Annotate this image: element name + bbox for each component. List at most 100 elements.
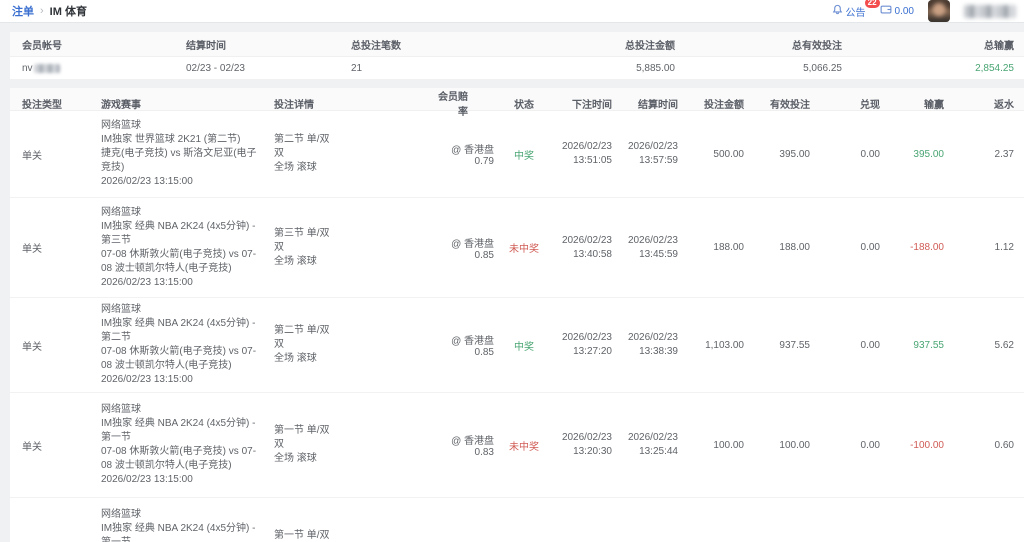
top-bar-actions: 公告 22 0.00: [832, 0, 1016, 22]
bet-time-cell: 2026/02/23 13:40:58: [550, 234, 616, 262]
status-badge: 未中奖: [509, 441, 539, 453]
announcement-badge: 22: [864, 0, 880, 8]
game-sport: 网络篮球: [101, 304, 141, 315]
detail-selection: 双: [274, 339, 284, 350]
game-sport: 网络篮球: [101, 206, 141, 218]
winloss-cell: 937.55: [913, 339, 944, 351]
member-account: nv: [10, 63, 182, 74]
settle-range: 02/23 - 02/23: [186, 62, 245, 74]
bet-time: 13:20:30: [573, 446, 612, 457]
bet-type-cell: 单关: [22, 441, 42, 453]
detail-market: 第二节 单/双: [274, 134, 330, 145]
winloss-cell: 395.00: [913, 148, 944, 160]
amount-cell: 500.00: [713, 148, 744, 160]
bet-detail-cell: 第二节 单/双 双 全场 滚球: [268, 133, 425, 175]
breadcrumb-root-link[interactable]: 注单: [12, 6, 34, 18]
status-badge: 未中奖: [509, 244, 539, 255]
table-row: 单关 网络篮球 IM独家 经典 NBA 2K24 (4x5分钟) - 第二节 0…: [10, 298, 1024, 393]
settle-time: 13:25:44: [639, 446, 678, 457]
game-league: IM独家 经典 NBA 2K24 (4x5分钟) - 第一节: [101, 523, 256, 542]
member-account-redacted: [33, 63, 60, 73]
total-bet-amount: 5,885.00: [636, 62, 675, 74]
game-event-cell: 网络篮球 IM独家 经典 NBA 2K24 (4x5分钟) - 第二节 07-0…: [95, 303, 268, 387]
announcement-button[interactable]: 公告 22: [832, 0, 880, 19]
breadcrumb: 注单 › IM 体育: [12, 3, 87, 19]
table-row: 单关 网络篮球 IM独家 经典 NBA 2K24 (4x5分钟) - 第三节 0…: [10, 198, 1024, 298]
total-valid-amount: 5,066.25: [803, 62, 842, 74]
detail-scope: 全场 滚球: [274, 453, 317, 464]
cashout-cell: 0.00: [860, 339, 880, 351]
settle-date: 2026/02/23: [627, 141, 678, 152]
detail-market: 第一节 单/双: [274, 425, 330, 436]
detail-selection: 双: [274, 241, 284, 253]
game-matchup: 07-08 休斯敦火箭(电子竞技) vs 07-08 波士顿凯尔特人(电子竞技): [101, 346, 257, 371]
summary-header-settle-time: 结算时间: [186, 40, 226, 52]
total-bet-count: 21: [351, 62, 363, 74]
bet-type-cell: 单关: [22, 244, 42, 255]
header-odds: 会员赔率: [438, 92, 468, 118]
game-league: IM独家 世界篮球 2K21 (第二节): [101, 134, 241, 145]
header-bet-detail: 投注详情: [274, 99, 314, 111]
wallet-button[interactable]: 0.00: [880, 4, 914, 18]
game-sport: 网络篮球: [101, 404, 141, 415]
user-avatar[interactable]: [928, 0, 950, 22]
header-amount: 投注金额: [704, 99, 744, 111]
bet-time: 13:40:58: [573, 248, 612, 260]
wallet-icon: [880, 4, 892, 18]
bet-date: 2026/02/23: [561, 332, 612, 343]
settle-time-cell: 2026/02/23 13:45:59: [616, 234, 682, 262]
settle-date: 2026/02/23: [627, 234, 678, 246]
game-sport: 网络篮球: [101, 120, 141, 131]
detail-market: 第二节 单/双: [274, 325, 330, 336]
odds-cell: @ 香港盘 0.79: [451, 145, 494, 167]
cashout-cell: 0.00: [860, 148, 880, 160]
header-cashout: 兑现: [860, 99, 880, 111]
game-sport: 网络篮球: [101, 509, 141, 520]
settle-time: 13:45:59: [639, 248, 678, 260]
summary-header-total-winloss: 总输赢: [984, 40, 1014, 52]
summary-header-total-bets: 总投注笔数: [351, 40, 401, 52]
bet-table: 投注类型 游戏赛事 投注详情 会员赔率 状态 下注时间 结算时间 投注金额 有效…: [10, 88, 1024, 542]
detail-market: 第一节 单/双: [274, 530, 330, 541]
header-game-event: 游戏赛事: [101, 99, 141, 111]
game-league: IM独家 经典 NBA 2K24 (4x5分钟) - 第二节: [101, 318, 256, 343]
rebate-cell: 1.12: [994, 242, 1014, 253]
wallet-balance: 0.00: [894, 5, 914, 17]
game-start-time: 2026/02/23 13:15:00: [101, 276, 193, 288]
settle-date: 2026/02/23: [627, 332, 678, 343]
game-start-time: 2026/02/23 13:15:00: [101, 374, 193, 385]
game-league: IM独家 经典 NBA 2K24 (4x5分钟) - 第一节: [101, 418, 256, 443]
header-winloss: 输赢: [924, 99, 944, 111]
game-event-cell: 网络篮球 IM独家 经典 NBA 2K24 (4x5分钟) - 第一节 07-0…: [95, 508, 268, 542]
rebate-cell: 2.37: [994, 148, 1014, 160]
detail-selection: 双: [274, 439, 284, 450]
rebate-cell: 5.62: [994, 339, 1014, 351]
game-matchup: 07-08 休斯敦火箭(电子竞技) vs 07-08 波士顿凯尔特人(电子竞技): [101, 446, 257, 471]
valid-amount-cell: 937.55: [779, 339, 810, 351]
header-valid: 有效投注: [770, 99, 810, 111]
game-start-time: 2026/02/23 13:15:00: [101, 176, 193, 187]
member-account-prefix: nv: [22, 62, 33, 74]
table-row: 单关 网络篮球 IM独家 经典 NBA 2K24 (4x5分钟) - 第一节 0…: [10, 393, 1024, 498]
valid-amount-cell: 395.00: [779, 148, 810, 160]
winloss-cell: -100.00: [910, 439, 944, 451]
game-start-time: 2026/02/23 13:15:00: [101, 474, 193, 485]
game-matchup: 07-08 休斯敦火箭(电子竞技) vs 07-08 波士顿凯尔特人(电子竞技): [101, 248, 257, 274]
summary-data-row: nv 02/23 - 02/23 21 5,885.00 5,066.25 2,…: [10, 57, 1024, 79]
header-bet-time: 下注时间: [572, 99, 612, 111]
settle-time: 13:57:59: [639, 155, 678, 166]
summary-header-total-valid: 总有效投注: [792, 40, 842, 52]
bet-time-cell: 2026/02/23 13:20:30: [550, 431, 616, 459]
bet-type-cell: 单关: [22, 150, 42, 162]
user-name-redacted[interactable]: [964, 4, 1016, 18]
detail-selection: 双: [274, 148, 284, 159]
header-bet-type: 投注类型: [22, 99, 62, 111]
valid-amount-cell: 188.00: [779, 242, 810, 253]
bet-date: 2026/02/23: [561, 432, 612, 443]
bet-time: 13:51:05: [573, 155, 612, 166]
breadcrumb-separator: ›: [40, 5, 44, 17]
bet-time-cell: 2026/02/23 13:51:05: [550, 140, 616, 168]
summary-table: 会员帐号 结算时间 总投注笔数 总投注金额 总有效投注 总输赢 nv 02/23…: [10, 32, 1024, 79]
bet-detail-cell: 第二节 单/双 双 全场 滚球: [268, 324, 425, 366]
total-winloss: 2,854.25: [975, 62, 1014, 74]
